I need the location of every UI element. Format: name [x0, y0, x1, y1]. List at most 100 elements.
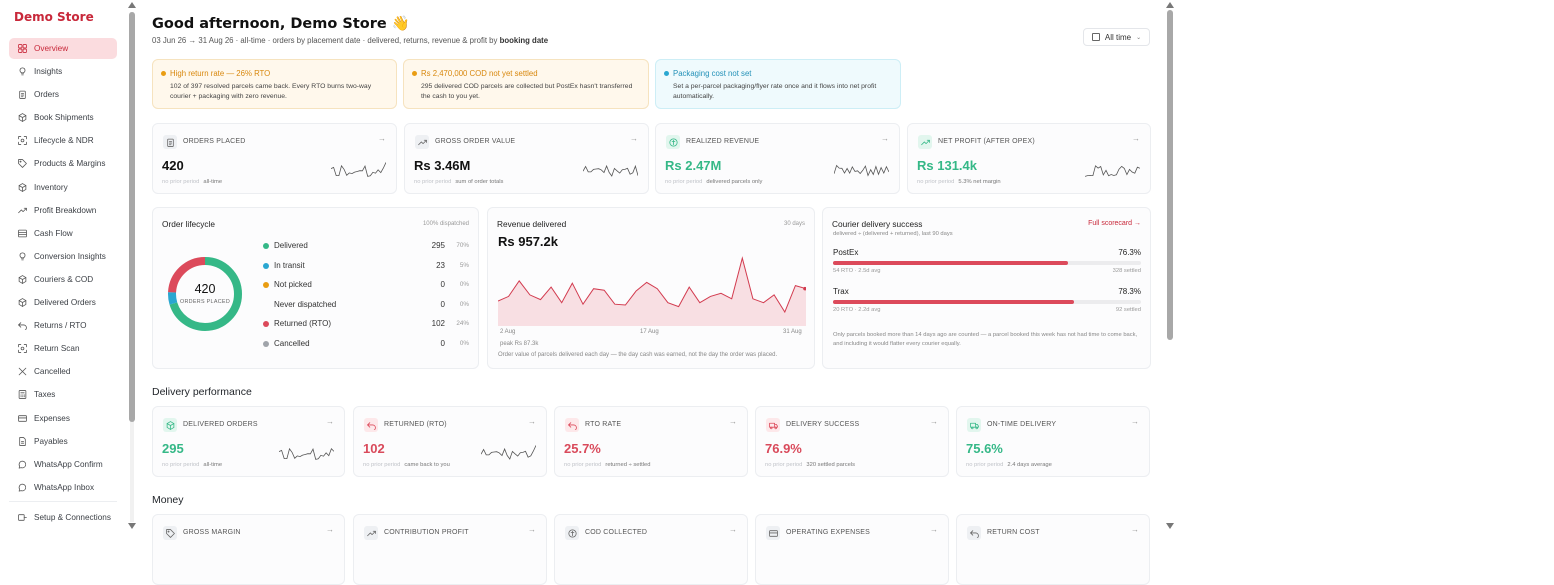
kpi-card-operating-expenses[interactable]: OPERATING EXPENSES →: [755, 514, 949, 585]
arrow-right-icon[interactable]: →: [528, 417, 536, 426]
scroll-up-arrow[interactable]: [1166, 2, 1174, 8]
kpi-card-return-cost[interactable]: RETURN COST →: [956, 514, 1150, 585]
arrow-right-icon[interactable]: →: [729, 417, 737, 426]
sidebar-item-label: Orders: [34, 90, 60, 100]
lightbulb-icon: [17, 251, 28, 262]
kpi-card-rto-rate[interactable]: RTO RATE → 25.7% no prior period returned ÷ …: [554, 406, 748, 477]
arrow-right-icon[interactable]: →: [1131, 417, 1139, 426]
sidebar-item-conversion-insights[interactable]: Conversion Insights: [9, 246, 117, 267]
arrow-right-icon[interactable]: →: [930, 417, 938, 426]
legend-percent: 0%: [459, 300, 469, 308]
arrow-right-icon[interactable]: →: [1132, 134, 1140, 143]
kpi-card-net-profit-after-opex[interactable]: NET PROFIT (AFTER OPEX) → Rs 131.4k no prio…: [907, 123, 1151, 194]
sidebar-scrollbar[interactable]: [127, 0, 137, 551]
chevron-down-icon: ⌄: [1136, 34, 1142, 41]
lifecycle-donut-chart: [168, 257, 242, 331]
donut-slice-returned-rto[interactable]: [168, 257, 242, 331]
trend-icon: [918, 135, 932, 149]
arrow-right-icon[interactable]: →: [326, 417, 334, 426]
alert-card[interactable]: Packaging cost not set Set a per-parcel p…: [655, 59, 901, 109]
plug-icon: [17, 512, 28, 523]
sidebar-item-profit-breakdown[interactable]: Profit Breakdown: [9, 200, 117, 221]
sidebar-item-whatsapp-inbox[interactable]: WhatsApp Inbox: [9, 477, 117, 498]
kpi-card-delivery-success[interactable]: DELIVERY SUCCESS → 76.9% no prior period 320…: [755, 406, 949, 477]
alert-body: 102 of 397 resolved parcels came back. E…: [170, 83, 372, 101]
sidebar-item-return-scan[interactable]: Return Scan: [9, 338, 117, 359]
scroll-up-arrow[interactable]: [128, 2, 136, 8]
alert-card[interactable]: High return rate — 26% RTO 102 of 397 res…: [152, 59, 397, 109]
sidebar-item-lifecycle-ndr[interactable]: Lifecycle & NDR: [9, 130, 117, 151]
return-icon: [17, 320, 28, 331]
brand-logo[interactable]: Demo Store: [14, 10, 94, 24]
scan-icon: [17, 135, 28, 146]
arrow-right-icon[interactable]: →: [326, 525, 334, 534]
legend-row: Not picked 0 0%: [261, 277, 471, 297]
sparkline: [331, 162, 386, 177]
sidebar-item-label: Cash Flow: [34, 228, 73, 238]
kpi-value: Rs 2.47M: [665, 158, 722, 173]
kpi-card-cod-collected[interactable]: COD COLLECTED →: [554, 514, 748, 585]
chat-icon: [17, 482, 28, 493]
arrow-right-icon[interactable]: →: [378, 134, 386, 143]
sidebar-item-taxes[interactable]: Taxes: [9, 384, 117, 405]
legend-row: Returned (RTO) 102 24%: [261, 316, 471, 336]
arrow-right-icon[interactable]: →: [930, 525, 938, 534]
kpi-card-delivered-orders[interactable]: DELIVERED ORDERS → 295 no prior period all-t…: [152, 406, 345, 477]
sidebar-item-delivered-orders[interactable]: Delivered Orders: [9, 292, 117, 313]
scroll-down-arrow[interactable]: [128, 523, 136, 529]
alert-card[interactable]: Rs 2,470,000 COD not yet settled 295 deli…: [403, 59, 649, 109]
sidebar-item-expenses[interactable]: Expenses: [9, 408, 117, 429]
sidebar-item-orders[interactable]: Orders: [9, 84, 117, 105]
arrow-right-icon[interactable]: →: [729, 525, 737, 534]
sidebar-item-inventory[interactable]: Inventory: [9, 177, 117, 198]
kpi-card-realized-revenue[interactable]: REALIZED REVENUE → Rs 2.47M no prior period…: [655, 123, 900, 194]
date-range-button[interactable]: All time ⌄: [1083, 28, 1150, 46]
legend-percent: 24%: [456, 320, 469, 327]
scroll-down-arrow[interactable]: [1166, 523, 1174, 529]
arrow-right-icon[interactable]: →: [1131, 525, 1139, 534]
kpi-card-returned-rto[interactable]: RETURNED (RTO) → 102 no prior period came ba…: [353, 406, 547, 477]
chat-icon: [17, 459, 28, 470]
sidebar-item-label: Inventory: [34, 182, 68, 192]
alert-dot: [664, 71, 669, 76]
sidebar-item-cash-flow[interactable]: Cash Flow: [9, 223, 117, 244]
sidebar-item-label: Returns / RTO: [34, 321, 87, 331]
kpi-value: 76.9%: [765, 441, 802, 456]
sparkline: [834, 164, 889, 177]
arrow-right-icon[interactable]: →: [630, 134, 638, 143]
scroll-thumb[interactable]: [1167, 10, 1173, 340]
kpi-footnote: no prior period 5.3% net margin: [917, 179, 1001, 185]
sidebar-item-couriers-cod[interactable]: Couriers & COD: [9, 269, 117, 290]
courier-note: Only parcels booked more than 14 days ag…: [833, 332, 1138, 347]
kpi-card-contribution-profit[interactable]: CONTRIBUTION PROFIT →: [353, 514, 547, 585]
kpi-card-orders-placed[interactable]: ORDERS PLACED → 420 no prior period all-time: [152, 123, 397, 194]
donut-slice-in-transit[interactable]: [168, 257, 242, 331]
kpi-card-gross-order-value[interactable]: GROSS ORDER VALUE → Rs 3.46M no prior perio…: [404, 123, 649, 194]
arrow-right-icon[interactable]: →: [528, 525, 536, 534]
kpi-value: 25.7%: [564, 441, 601, 456]
full-scorecard-link[interactable]: Full scorecard →: [1088, 220, 1141, 227]
donut-total: 420: [194, 282, 216, 296]
sidebar-item-products-margins[interactable]: Products & Margins: [9, 153, 117, 174]
sidebar-item-overview[interactable]: Overview: [9, 38, 117, 59]
sidebar-item-whatsapp-confirm[interactable]: WhatsApp Confirm: [9, 454, 117, 475]
sidebar-item-book-shipments[interactable]: Book Shipments: [9, 107, 117, 128]
courier-detail: 20 RTO · 2.2d avg: [833, 307, 881, 313]
sidebar-item-cancelled[interactable]: Cancelled: [9, 361, 117, 382]
sidebar-item-setup-connections[interactable]: Setup & Connections: [9, 507, 117, 528]
main-scrollbar[interactable]: [1165, 0, 1175, 551]
kpi-card-gross-margin[interactable]: GROSS MARGIN →: [152, 514, 345, 585]
courier-settled: 92 settled: [1115, 307, 1141, 313]
panel-title: Order lifecycle: [162, 219, 216, 229]
sidebar-item-insights[interactable]: Insights: [9, 61, 117, 82]
sidebar-item-label: Taxes: [34, 390, 56, 400]
kpi-footnote: no prior period all-time: [162, 462, 223, 468]
scroll-thumb[interactable]: [129, 12, 135, 422]
sidebar-item-returns-rto[interactable]: Returns / RTO: [9, 315, 117, 336]
arrow-right-icon[interactable]: →: [881, 134, 889, 143]
kpi-card-on-time-delivery[interactable]: ON-TIME DELIVERY → 75.6% no prior period 2.4…: [956, 406, 1150, 477]
kpi-footnote: no prior period 320 settled parcels: [765, 462, 856, 468]
sidebar: Demo Store Overview Insights Orders Book Sh…: [0, 0, 124, 551]
sidebar-item-payables[interactable]: Payables: [9, 431, 117, 452]
courier-percent: 78.3%: [1118, 287, 1141, 296]
